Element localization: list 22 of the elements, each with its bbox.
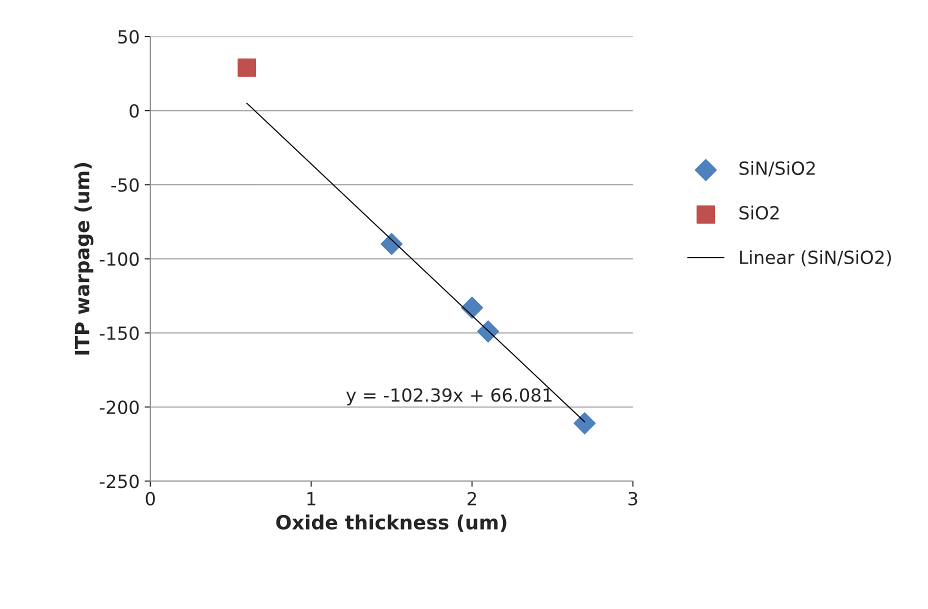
point [380, 233, 403, 255]
y-tick-label: 50 [118, 30, 139, 44]
annotation: y = -102.39x + 66.081 [346, 388, 552, 406]
y-tick-label: -200 [100, 400, 139, 414]
point [238, 58, 256, 77]
x-tick-label: 2 [468, 492, 476, 506]
y-tick-label: 0 [130, 104, 139, 118]
y-tick-label: -150 [100, 326, 139, 340]
y-tick-label: -250 [100, 474, 139, 488]
legend-label: SiO2 [739, 206, 779, 220]
x-tick-label: 0 [146, 492, 155, 506]
x-axis-title: Oxide thickness (um) [276, 514, 506, 532]
point [477, 320, 500, 342]
point [574, 412, 596, 434]
point [461, 296, 484, 319]
x-tick-label: 3 [628, 492, 638, 506]
legend-label: Linear (SiN/SiO2) [740, 250, 891, 266]
y-tick-label: -100 [100, 252, 139, 266]
x-tick-label: 1 [307, 492, 316, 506]
legend-label: SiN/SiO2 [739, 161, 815, 176]
y-axis-title: ITP warpage (um) [74, 163, 94, 355]
y-tick-label: -50 [111, 178, 139, 192]
